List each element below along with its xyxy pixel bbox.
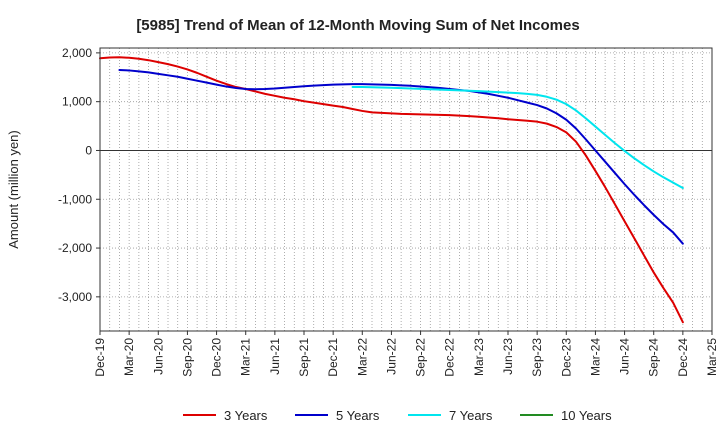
x-axis-ticks: Dec-19 Mar-20 Jun-20 Sep-20 Dec-20 Mar-21 Jun-… bbox=[93, 331, 719, 377]
y-axis-label: Amount (million yen) bbox=[6, 130, 21, 249]
x-tick-label: Sep-24 bbox=[647, 338, 661, 377]
grid bbox=[100, 48, 712, 331]
y-tick-label: 1,000 bbox=[62, 95, 92, 109]
x-tick-label: Mar-23 bbox=[472, 338, 486, 376]
y-tick-label: 0 bbox=[85, 143, 92, 157]
y-tick-label: -3,000 bbox=[58, 290, 92, 304]
x-tick-label: Sep-20 bbox=[180, 338, 194, 377]
y-tick-label: 2,000 bbox=[62, 46, 92, 60]
plot-frame bbox=[99, 47, 713, 332]
y-tick-label: -1,000 bbox=[58, 192, 92, 206]
series-lines bbox=[99, 56, 684, 324]
legend: 3 Years 5 Years 7 Years 10 Years bbox=[183, 408, 612, 423]
legend-label: 5 Years bbox=[336, 408, 380, 423]
x-tick-label: Sep-23 bbox=[530, 338, 544, 377]
series-line-7-years bbox=[351, 86, 684, 190]
x-tick-label: Dec-21 bbox=[326, 338, 340, 377]
x-tick-label: Mar-21 bbox=[239, 338, 253, 376]
series-line-3-years bbox=[99, 56, 684, 324]
legend-label: 10 Years bbox=[561, 408, 612, 423]
y-axis-ticks: 2,000 1,000 0 -1,000 -2,000 -3,000 bbox=[58, 46, 100, 304]
legend-label: 3 Years bbox=[224, 408, 268, 423]
x-tick-label: Sep-21 bbox=[297, 338, 311, 377]
x-tick-label: Dec-19 bbox=[93, 338, 107, 377]
x-tick-label: Dec-22 bbox=[443, 338, 457, 377]
x-tick-label: Jun-24 bbox=[618, 338, 632, 375]
chart-title: [5985] Trend of Mean of 12-Month Moving … bbox=[136, 17, 579, 34]
x-tick-label: Dec-23 bbox=[559, 338, 573, 377]
x-tick-label: Jun-22 bbox=[384, 338, 398, 375]
series-line-5-years bbox=[118, 68, 684, 245]
legend-label: 7 Years bbox=[449, 408, 493, 423]
x-tick-label: Sep-22 bbox=[414, 338, 428, 377]
x-tick-label: Mar-25 bbox=[705, 338, 719, 376]
y-tick-label: -2,000 bbox=[58, 241, 92, 255]
x-tick-label: Mar-20 bbox=[122, 338, 136, 376]
x-tick-label: Dec-20 bbox=[210, 338, 224, 377]
x-tick-label: Jun-20 bbox=[151, 338, 165, 375]
x-tick-label: Jun-23 bbox=[501, 338, 515, 375]
x-tick-label: Mar-24 bbox=[588, 338, 602, 376]
x-tick-label: Dec-24 bbox=[676, 338, 690, 377]
x-tick-label: Mar-22 bbox=[355, 338, 369, 376]
x-tick-label: Jun-21 bbox=[268, 338, 282, 375]
